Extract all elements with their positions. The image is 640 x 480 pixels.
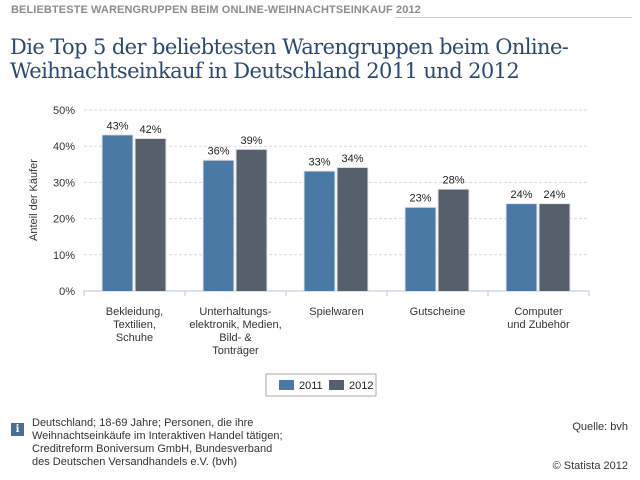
legend-label[interactable]: 2012 [349,380,373,392]
legend-swatch-2012[interactable] [329,380,344,390]
x-tick-label: Tonträger [212,345,259,357]
bar-2011[interactable] [405,207,436,291]
data-label: 39% [240,135,262,147]
kicker-heading: BELIEBTESTE WARENGRUPPEN BEIM ONLINE-WEI… [11,4,421,16]
bar-2011[interactable] [102,135,133,291]
x-tick-label: Schuhe [116,332,153,344]
y-tick-label: 0% [59,286,75,298]
source-label[interactable]: Quelle: bvh [572,421,628,433]
x-tick-label: und Zubehör [507,319,570,331]
y-tick-label: 50% [53,105,75,117]
y-tick-label: 20% [53,214,75,226]
y-axis-label: Anteil der Käufer [28,159,40,241]
x-tick-label: elektronik, Medien, [189,319,281,331]
data-label: 23% [409,193,431,205]
bar-2012[interactable] [337,167,368,291]
footnote-line: Creditreform Boniversum GmbH, Bundesverb… [32,443,273,455]
footnote-line: Deutschland; 18-69 Jahre; Personen, die … [32,417,254,429]
x-tick-label: Computer [514,306,563,318]
bar-chart: 0% 10% 20% 30% 40% 50% Anteil der Käufer 43% 42%… [28,105,590,397]
legend-label[interactable]: 2011 [299,380,323,392]
data-label: 24% [510,189,532,201]
chart-title: Die Top 5 der beliebtesten Warengruppen … [10,35,630,83]
data-label: 43% [106,120,128,132]
chart-title-line-2: Weihnachtseinkauf in Deutschland 2011 un… [10,59,520,83]
chart-title-line-1: Die Top 5 der beliebtesten Warengruppen … [10,35,569,59]
bar-2011[interactable] [506,204,537,291]
footnote-line: Weihnachtseinkäufe im Interaktiven Hande… [32,430,283,442]
data-label: 34% [341,153,363,165]
legend-swatch-2011[interactable] [279,380,294,390]
data-label: 33% [308,157,330,169]
footnote-line: des Deutschen Versandhandels e.V. (bvh) [32,456,238,468]
bar-2012[interactable] [135,138,166,291]
y-tick-label: 40% [53,141,75,153]
data-label: 28% [442,175,464,187]
x-tick-label: Bild- & [219,332,252,344]
kicker-divider [395,17,632,18]
bar-2011[interactable] [203,160,234,291]
x-tick-label: Unterhaltungs- [199,306,271,318]
copyright-label: © Statista 2012 [552,460,628,472]
y-tick-label: 10% [53,250,75,262]
legend-box [265,373,377,397]
data-label: 36% [207,146,229,158]
x-tick-label: Textilien, [113,319,156,331]
bar-2012[interactable] [438,189,469,291]
x-tick-label: Bekleidung, [106,306,164,318]
bar-2012[interactable] [539,204,570,291]
y-tick-label: 30% [53,177,75,189]
data-label: 42% [139,124,161,136]
info-icon[interactable]: i [11,423,24,436]
footnote: Deutschland; 18-69 Jahre; Personen, die … [32,417,332,469]
x-tick-label: Gutscheine [410,306,466,318]
bar-2011[interactable] [304,171,335,291]
x-tick-label: Spielwaren [309,306,363,318]
data-label: 24% [543,189,565,201]
bar-2012[interactable] [236,149,267,291]
